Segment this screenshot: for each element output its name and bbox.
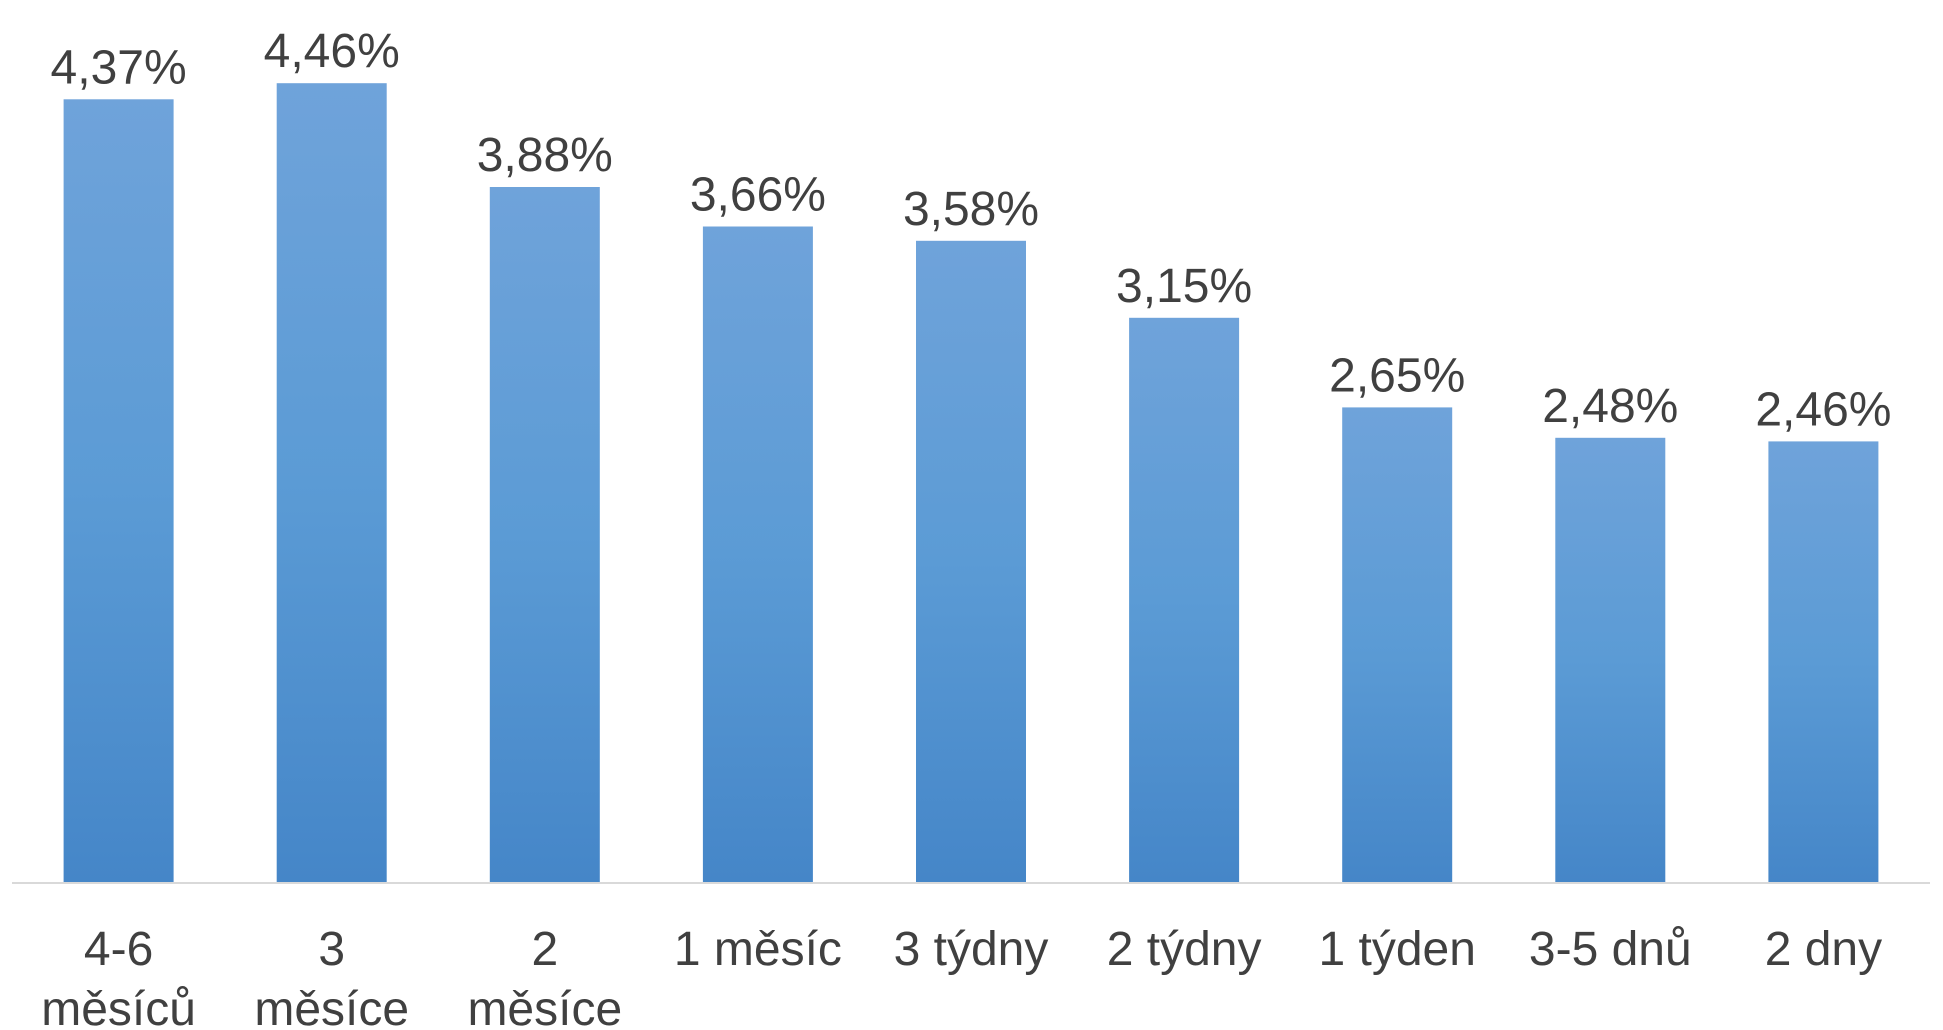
x-tick-label: 4-6 — [84, 923, 153, 976]
data-label: 3,58% — [903, 183, 1039, 236]
data-label: 4,46% — [264, 25, 400, 78]
x-tick-label: měsíce — [254, 983, 409, 1030]
x-tick-label: 3-5 dnů — [1529, 923, 1692, 976]
data-label: 2,48% — [1542, 380, 1678, 433]
x-tick-label: 2 dny — [1765, 923, 1882, 976]
bar — [1768, 441, 1879, 882]
data-label: 2,65% — [1329, 349, 1465, 402]
bars-group — [63, 83, 1879, 883]
x-tick-label: 2 týdny — [1107, 923, 1262, 976]
data-label: 3,15% — [1116, 260, 1252, 313]
x-tick-label: 2 — [531, 923, 558, 976]
bar — [1555, 437, 1666, 882]
data-label: 3,66% — [690, 169, 826, 222]
x-tick-label: 3 týdny — [894, 923, 1049, 976]
data-label: 4,37% — [51, 41, 187, 94]
category-labels-group: 4-6 měsíců 3 měsíce 2 měsíce 1 měsíc 3 týdny 2 t… — [41, 923, 1882, 1030]
bar — [63, 99, 174, 883]
value-labels-group: 4,37% 4,46% 3,88% 3,66% 3,58% 3,15% 2,65% 2,48%… — [51, 25, 1892, 436]
bar — [1342, 407, 1453, 882]
bar — [489, 187, 600, 882]
x-tick-label: 1 týden — [1318, 923, 1475, 976]
x-tick-label: 1 měsíc — [674, 923, 842, 976]
x-tick-label: měsíce — [467, 983, 622, 1030]
x-tick-label: měsíců — [41, 983, 196, 1030]
bar — [1129, 317, 1240, 882]
bar — [276, 83, 387, 882]
bar — [702, 226, 813, 882]
data-label: 2,46% — [1755, 383, 1891, 436]
data-label: 3,88% — [477, 129, 613, 182]
x-tick-label: 3 — [318, 923, 345, 976]
bar — [916, 240, 1026, 883]
